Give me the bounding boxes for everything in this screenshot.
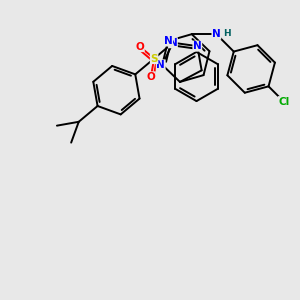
Text: N: N	[164, 36, 172, 46]
Text: S: S	[150, 54, 158, 64]
Text: N: N	[193, 41, 202, 51]
Text: N: N	[212, 29, 221, 39]
Text: H: H	[223, 29, 231, 38]
Text: Cl: Cl	[278, 97, 290, 106]
Text: N: N	[169, 38, 177, 48]
Text: O: O	[146, 72, 155, 82]
Text: N: N	[156, 60, 165, 70]
Text: O: O	[136, 42, 144, 52]
